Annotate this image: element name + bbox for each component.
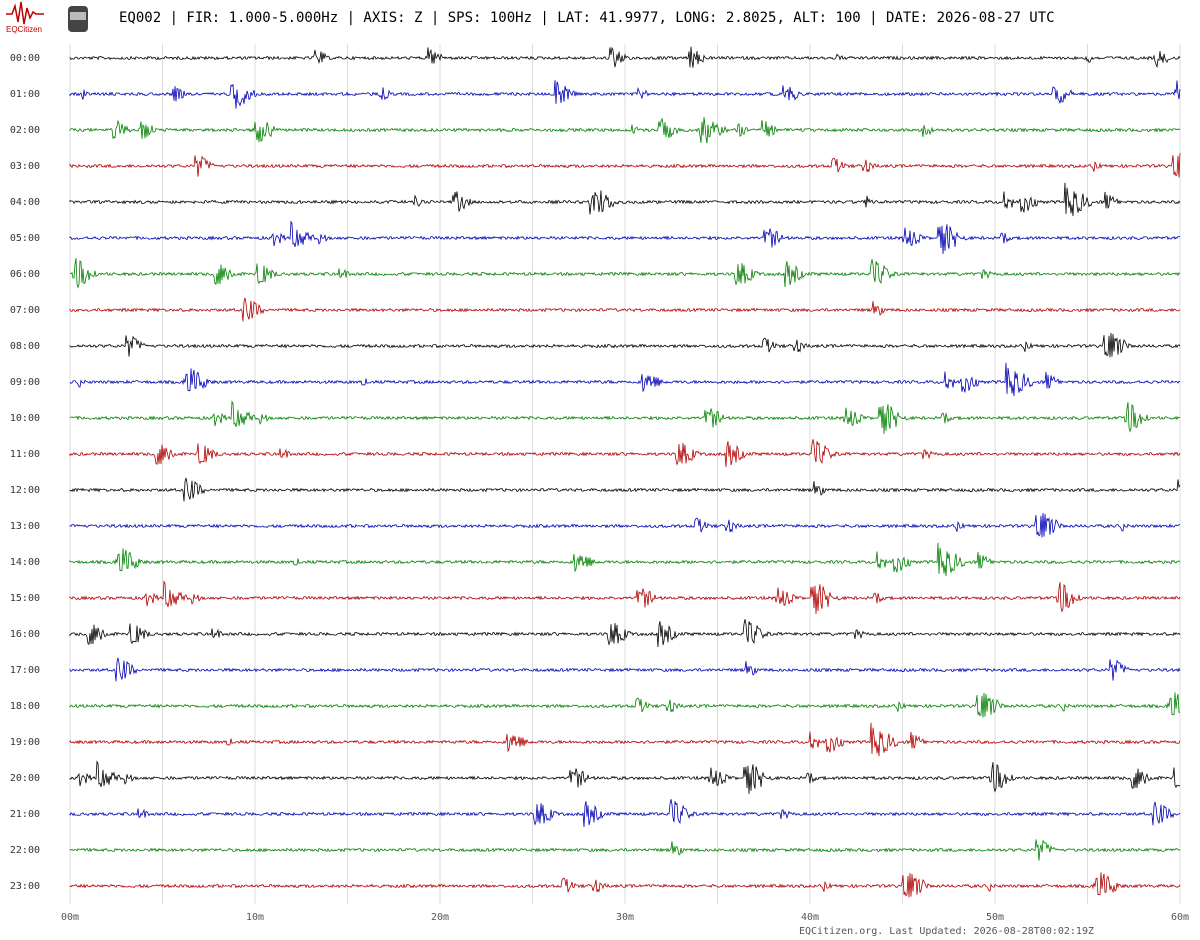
x-tick-label: 20m: [431, 912, 449, 923]
x-tick-label: 40m: [801, 912, 819, 923]
trace: [69, 580, 1181, 614]
x-tick-label: 50m: [986, 912, 1004, 923]
row-label: 22:00: [10, 845, 40, 856]
trace: [69, 799, 1181, 828]
trace: [69, 657, 1181, 682]
row-label: 12:00: [10, 485, 40, 496]
row-label: 16:00: [10, 629, 40, 640]
row-label: 00:00: [10, 53, 40, 64]
x-tick-label: 10m: [246, 912, 264, 923]
trace: [69, 619, 1181, 648]
row-label: 09:00: [10, 377, 40, 388]
trace: [69, 477, 1181, 502]
trace: [69, 297, 1181, 322]
grid: 00m 10m 20m 30m 40m 50m 60m: [61, 44, 1189, 923]
trace: [69, 839, 1181, 861]
logo-text: EQCitizen: [6, 25, 42, 34]
row-label: 08:00: [10, 341, 40, 352]
trace: [69, 46, 1181, 69]
trace: [69, 258, 1181, 289]
trace: [69, 220, 1181, 254]
row-label: 17:00: [10, 665, 40, 676]
row-label: 13:00: [10, 521, 40, 532]
header-title: EQ002 | FIR: 1.000-5.000Hz | AXIS: Z | S…: [119, 10, 1055, 26]
trace: [69, 80, 1181, 109]
trace: [69, 439, 1181, 468]
traces: 00:00 01:00 02:00 03:00 04:00 05:00 06:00 07:00…: [10, 46, 1181, 898]
trace: [69, 722, 1181, 757]
footer: EQCitizen.org. Last Updated: 2026-08-28T…: [799, 926, 1094, 937]
row-label: 02:00: [10, 125, 40, 136]
trace: [69, 692, 1181, 718]
row-label: 23:00: [10, 881, 40, 892]
row-label: 07:00: [10, 305, 40, 316]
row-label: 20:00: [10, 773, 40, 784]
trace: [69, 362, 1181, 397]
row-label: 11:00: [10, 449, 40, 460]
row-label: 18:00: [10, 701, 40, 712]
row-label: 05:00: [10, 233, 40, 244]
trace: [69, 542, 1181, 577]
trace: [69, 152, 1181, 178]
row-label: 19:00: [10, 737, 40, 748]
row-label: 15:00: [10, 593, 40, 604]
row-label: 04:00: [10, 197, 40, 208]
row-label: 10:00: [10, 413, 40, 424]
row-label: 03:00: [10, 161, 40, 172]
trace: [69, 400, 1181, 434]
x-tick-label: 00m: [61, 912, 79, 923]
x-tick-label: 30m: [616, 912, 634, 923]
trace: [69, 182, 1181, 217]
trace: [69, 332, 1181, 358]
trace: [69, 760, 1180, 794]
logo: EQCitizen: [6, 1, 88, 34]
trace: [69, 117, 1181, 144]
row-label: 01:00: [10, 89, 40, 100]
trace: [69, 512, 1181, 538]
row-label: 14:00: [10, 557, 40, 568]
row-label: 06:00: [10, 269, 40, 280]
x-tick-label: 60m: [1171, 912, 1189, 923]
trace: [69, 872, 1181, 898]
row-label: 21:00: [10, 809, 40, 820]
